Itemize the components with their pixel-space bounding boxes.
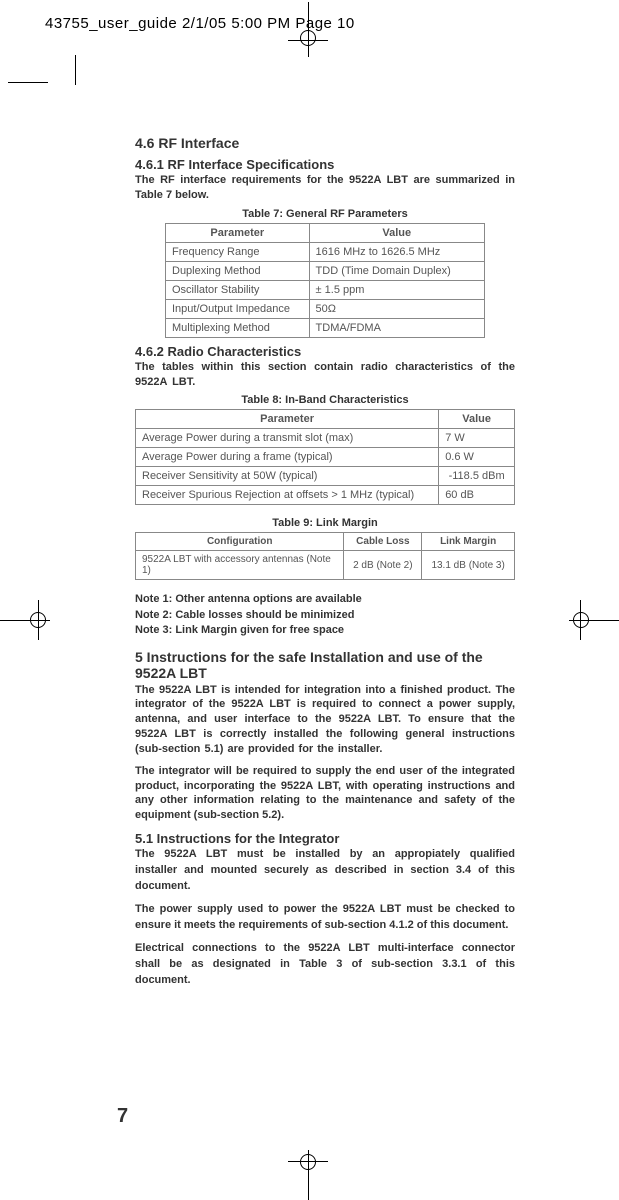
table7-cell: Duplexing Method — [166, 261, 310, 280]
table9-cell: 9522A LBT with accessory antennas (Note … — [136, 551, 344, 580]
table8-caption: Table 8: In-Band Characteristics — [135, 394, 515, 406]
table8-cell: Average Power during a transmit slot (ma… — [136, 429, 439, 448]
table7-cell: Input/Output Impedance — [166, 299, 310, 318]
reg-circle-bottom — [300, 1154, 316, 1170]
table7-cell: Oscillator Stability — [166, 280, 310, 299]
table7-cell: Multiplexing Method — [166, 318, 310, 337]
para-5a: The 9522A LBT is intended for integratio… — [135, 683, 515, 757]
table8-header-value: Value — [439, 410, 515, 429]
notes-block: Note 1: Other antenna options are availa… — [135, 592, 515, 638]
heading-4-6-1: 4.6.1 RF Interface Specifications — [135, 157, 515, 172]
page-number: 7 — [117, 1105, 128, 1128]
note-3: Note 3: Link Margin given for free space — [135, 623, 515, 638]
para-51b: The power supply used to power the 9522A… — [135, 902, 515, 934]
table8-header-parameter: Parameter — [136, 410, 439, 429]
crop-corner-tl-h — [8, 82, 48, 83]
intro-4-6-2: The tables within this section contain r… — [135, 360, 515, 390]
note-2: Note 2: Cable losses should be minimized — [135, 608, 515, 623]
table7-caption: Table 7: General RF Parameters — [135, 208, 515, 220]
intro-4-6-1: The RF interface requirements for the 95… — [135, 173, 515, 203]
para-5b: The integrator will be required to suppl… — [135, 764, 515, 823]
table8: Parameter Value Average Power during a t… — [135, 409, 515, 505]
note-1: Note 1: Other antenna options are availa… — [135, 592, 515, 607]
para-51c: Electrical connections to the 9522A LBT … — [135, 941, 515, 989]
heading-4-6-2: 4.6.2 Radio Characteristics — [135, 344, 515, 359]
table9-header-loss: Cable Loss — [344, 533, 422, 551]
table7-cell: ± 1.5 ppm — [309, 280, 484, 299]
heading-5: 5 Instructions for the safe Installation… — [135, 649, 515, 681]
table7-cell: TDMA/FDMA — [309, 318, 484, 337]
table9: Configuration Cable Loss Link Margin 952… — [135, 532, 515, 580]
table8-cell: 0.6 W — [439, 448, 515, 467]
heading-5-1: 5.1 Instructions for the Integrator — [135, 831, 515, 846]
table9-header-margin: Link Margin — [422, 533, 515, 551]
table9-cell: 2 dB (Note 2) — [344, 551, 422, 580]
table7-header-parameter: Parameter — [166, 223, 310, 242]
table7-cell: Frequency Range — [166, 242, 310, 261]
para-51a: The 9522A LBT must be installed by an ap… — [135, 847, 515, 895]
table7-cell: 50Ω — [309, 299, 484, 318]
table7: Parameter Value Frequency Range1616 MHz … — [165, 223, 485, 338]
table9-caption: Table 9: Link Margin — [135, 517, 515, 529]
table7-cell: TDD (Time Domain Duplex) — [309, 261, 484, 280]
table7-cell: 1616 MHz to 1626.5 MHz — [309, 242, 484, 261]
table8-cell: Receiver Sensitivity at 50W (typical) — [136, 467, 439, 486]
table9-cell: 13.1 dB (Note 3) — [422, 551, 515, 580]
reg-circle-top — [300, 30, 316, 46]
reg-circle-right — [573, 612, 589, 628]
table8-cell: Average Power during a frame (typical) — [136, 448, 439, 467]
table8-cell: Receiver Spurious Rejection at offsets >… — [136, 486, 439, 505]
reg-circle-left — [30, 612, 46, 628]
table8-cell: 7 W — [439, 429, 515, 448]
heading-4-6: 4.6 RF Interface — [135, 135, 515, 151]
table9-header-config: Configuration — [136, 533, 344, 551]
page-content: 4.6 RF Interface 4.6.1 RF Interface Spec… — [135, 135, 515, 989]
table8-cell: 60 dB — [439, 486, 515, 505]
table7-header-value: Value — [309, 223, 484, 242]
crop-corner-tl-v — [75, 55, 76, 85]
table8-cell: -118.5 dBm — [439, 467, 515, 486]
